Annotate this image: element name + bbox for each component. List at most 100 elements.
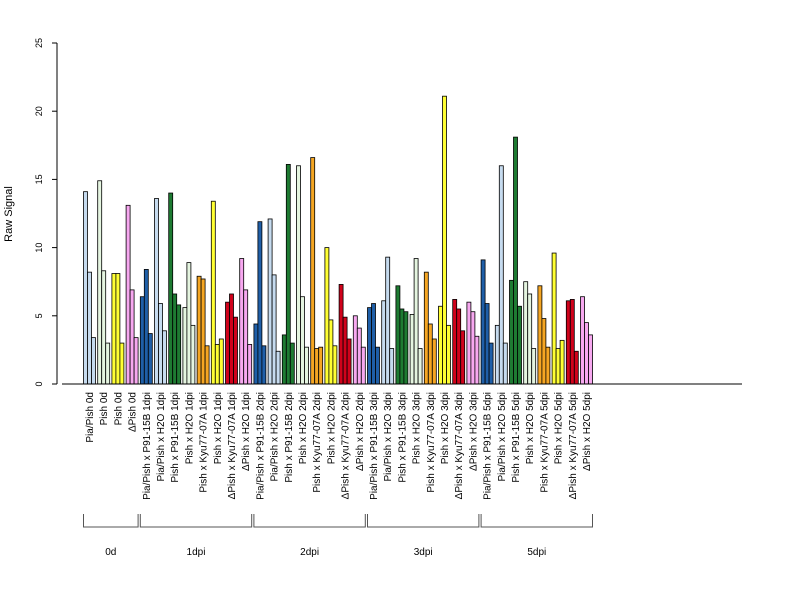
bar — [300, 296, 305, 385]
bar — [143, 269, 149, 385]
bar-group — [338, 284, 352, 385]
bar — [498, 165, 504, 385]
bar — [332, 345, 338, 385]
x-tick-label: Pia/Pish x H2O 1dpi — [156, 392, 167, 482]
bar — [494, 324, 500, 385]
bar-group — [381, 256, 395, 385]
bar-group — [154, 198, 167, 385]
bar — [125, 204, 131, 385]
bar — [580, 296, 585, 385]
bar — [229, 293, 234, 385]
bar — [218, 338, 224, 385]
bar — [452, 299, 458, 385]
bar — [261, 345, 267, 385]
x-tick-label: Pia/Pish x P91-15B 3dpi — [369, 392, 380, 500]
bar — [162, 330, 167, 385]
bar — [537, 285, 543, 385]
timepoint-bracket — [83, 514, 139, 528]
bar-group — [423, 271, 437, 385]
x-tick-label: Pish x Kyu77-07A 5dpi — [539, 392, 550, 493]
bar — [214, 344, 220, 385]
x-tick-label: Pish x H2O 5dpi — [525, 392, 536, 464]
bar-group — [395, 285, 409, 385]
x-tick-label: Pish x Kyu77-07A 1dpi — [199, 392, 210, 493]
bar — [111, 273, 117, 385]
bar — [375, 346, 380, 385]
y-tick-label: 5 — [34, 313, 44, 318]
bar — [442, 95, 447, 385]
x-tick-label: Pish x H2O 5dpi — [554, 392, 565, 464]
bar — [502, 342, 508, 385]
bar-group — [125, 204, 139, 385]
bar — [154, 198, 159, 385]
bar — [545, 346, 551, 385]
bar — [318, 346, 324, 385]
bar — [158, 303, 163, 385]
bar-group — [494, 165, 508, 385]
x-tick-labels: Pia/Pish 0d Pish 0d Pish 0d ΔPish 0d Pia/Pis… — [85, 392, 593, 500]
timepoint-label: 2dpi — [300, 547, 319, 558]
bar-group — [310, 157, 324, 385]
bar-group — [239, 258, 253, 385]
bar — [395, 285, 401, 385]
x-tick-label: ΔPish x H2O 1dpi — [241, 392, 252, 471]
bar-group — [466, 301, 480, 385]
x-tick-label: Pia/Pish x H2O 5dpi — [497, 392, 508, 482]
bar-group — [253, 221, 267, 385]
bar — [105, 342, 111, 385]
bar-group — [551, 252, 565, 385]
bar — [371, 303, 376, 385]
bar — [584, 322, 589, 385]
timepoint-label: 5dpi — [527, 547, 546, 558]
x-tick-label: Pish x H2O 1dpi — [184, 392, 195, 464]
bar — [417, 348, 423, 385]
x-tick-label: Pish x P91-15B 2dpi — [284, 392, 295, 483]
bar — [314, 348, 320, 385]
bar — [200, 278, 206, 385]
bar-group — [225, 293, 238, 385]
bar-group — [182, 262, 196, 385]
bar — [176, 304, 182, 385]
bar — [91, 337, 96, 385]
bar — [324, 247, 330, 385]
bar — [342, 316, 348, 385]
bar — [488, 342, 494, 385]
x-tick-label: Pish 0d — [113, 392, 124, 425]
x-tick-label: Pia/Pish x P91-15B 1dpi — [142, 392, 153, 500]
bar — [413, 258, 419, 385]
bar — [119, 342, 125, 385]
bar — [403, 311, 409, 385]
bar — [409, 314, 415, 385]
x-tick-label: Pish x H2O 1dpi — [213, 392, 224, 464]
bar-group — [523, 281, 537, 385]
bar — [352, 315, 358, 385]
x-tick-label: Pish x H2O 2dpi — [326, 392, 337, 464]
bar — [225, 301, 230, 385]
timepoint-bracket — [480, 514, 593, 528]
timepoint-label: 0d — [105, 547, 116, 558]
bar-group — [452, 299, 466, 385]
bar — [484, 303, 490, 385]
x-tick-label: ΔPish x H2O 3dpi — [468, 392, 479, 471]
bar — [513, 136, 518, 385]
bar-group — [537, 285, 551, 385]
bar — [470, 311, 476, 385]
x-tick-label: ΔPish x H2O 2dpi — [355, 392, 366, 471]
timepoint-bracket — [367, 514, 480, 528]
bar — [253, 323, 259, 385]
x-tick-label: ΔPish x Kyu77-07A 3dpi — [454, 392, 465, 499]
bar-group — [196, 275, 210, 385]
x-tick-label: Pish x Kyu77-07A 3dpi — [426, 392, 437, 493]
bar — [523, 281, 529, 385]
bar — [190, 324, 196, 385]
timepoint-brackets: 0d 1dpi 2dpi 3dpi 5dpi — [83, 514, 593, 558]
bar-group — [168, 192, 182, 385]
x-tick-label: ΔPish x H2O 5dpi — [582, 392, 593, 471]
bar — [480, 259, 486, 385]
bar-group — [111, 273, 125, 385]
bar — [531, 348, 537, 385]
bar — [466, 301, 472, 385]
bar — [204, 345, 210, 385]
bar — [446, 324, 451, 385]
